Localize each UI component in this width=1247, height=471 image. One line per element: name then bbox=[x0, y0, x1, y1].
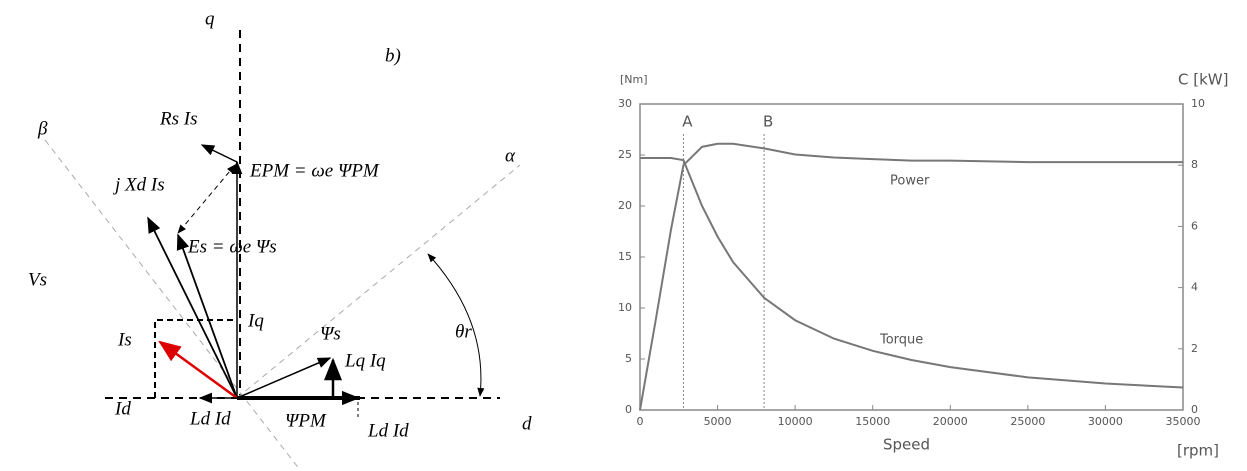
y2-axis-label: C [kW] bbox=[1178, 71, 1228, 89]
plot-frame bbox=[639, 103, 1184, 411]
diagram-label: Id bbox=[114, 398, 131, 419]
y-tick-label: 15 bbox=[618, 250, 632, 263]
diagram-label: Ld Id bbox=[189, 408, 231, 429]
y-tick-label: 30 bbox=[618, 97, 632, 110]
phasor-diagram bbox=[44, 30, 521, 471]
y-axis-label: [Nm] bbox=[620, 73, 648, 86]
series-line bbox=[640, 157, 1184, 389]
y2-tick-label: 6 bbox=[1191, 219, 1198, 232]
x-tick-label: 20000 bbox=[933, 415, 968, 428]
y2-tick-label: 8 bbox=[1191, 158, 1198, 171]
marker-label: A bbox=[682, 113, 693, 131]
diagram-label: q bbox=[205, 8, 215, 29]
x-tick-label: 5000 bbox=[704, 415, 732, 428]
chart: 0 5 10 15 20 25 30 0 2 4 6 8 10 0 5000 10000 15000 20000 2… bbox=[618, 71, 1228, 460]
marker-label: B bbox=[763, 113, 773, 131]
diagram-labels: q b) β α Rs Is EPM = ωe ΨPM j Xd Is Es = ωe Ψs V… bbox=[28, 8, 532, 441]
series-line bbox=[639, 142, 1183, 411]
diagram-label: Rs Is bbox=[159, 108, 197, 129]
y2-tick-label: 10 bbox=[1191, 97, 1205, 110]
diagram-label: Ld Id bbox=[367, 420, 409, 441]
x-tick-label: 30000 bbox=[1088, 415, 1123, 428]
x-unit-label: [rpm] bbox=[1177, 442, 1219, 460]
diagram-label: θr bbox=[455, 321, 472, 342]
y-tick-label: 20 bbox=[618, 199, 632, 212]
y2-tick-label: 0 bbox=[1191, 403, 1198, 416]
x-tick-label: 25000 bbox=[1010, 415, 1045, 428]
diagram-label: β bbox=[37, 118, 48, 139]
diagram-label: Vs bbox=[28, 269, 47, 290]
y-tick-label: 25 bbox=[618, 148, 632, 161]
y-tick-label: 5 bbox=[625, 352, 632, 365]
diagram-label: d bbox=[522, 413, 532, 434]
y-tick-label: 10 bbox=[618, 301, 632, 314]
diagram-label: Lq Iq bbox=[344, 350, 386, 371]
diagram-label: EPM = ωe ΨPM bbox=[249, 160, 380, 181]
x-tick-label: 10000 bbox=[778, 415, 813, 428]
y2-tick-label: 4 bbox=[1191, 281, 1198, 294]
series-label: Torque bbox=[879, 333, 923, 348]
x-tick-label: 35000 bbox=[1166, 415, 1201, 428]
x-axis-label: Speed bbox=[883, 436, 930, 454]
diagram-label: j Xd Is bbox=[112, 174, 165, 195]
diagram-label: Iq bbox=[247, 310, 264, 331]
diagram-label: b) bbox=[385, 45, 401, 66]
diagram-label: α bbox=[505, 145, 516, 166]
y-tick-label: 0 bbox=[625, 403, 632, 416]
x-tick-label: 15000 bbox=[855, 415, 890, 428]
y2-tick-label: 2 bbox=[1191, 342, 1198, 355]
series-label: Power bbox=[890, 174, 930, 189]
diagram-label: Es = ωe Ψs bbox=[187, 236, 277, 257]
diagram-label: Is bbox=[117, 329, 132, 350]
diagram-label: Ψs bbox=[320, 323, 341, 344]
x-tick-label: 0 bbox=[637, 415, 644, 428]
diagram-label: ΨPM bbox=[285, 410, 327, 431]
